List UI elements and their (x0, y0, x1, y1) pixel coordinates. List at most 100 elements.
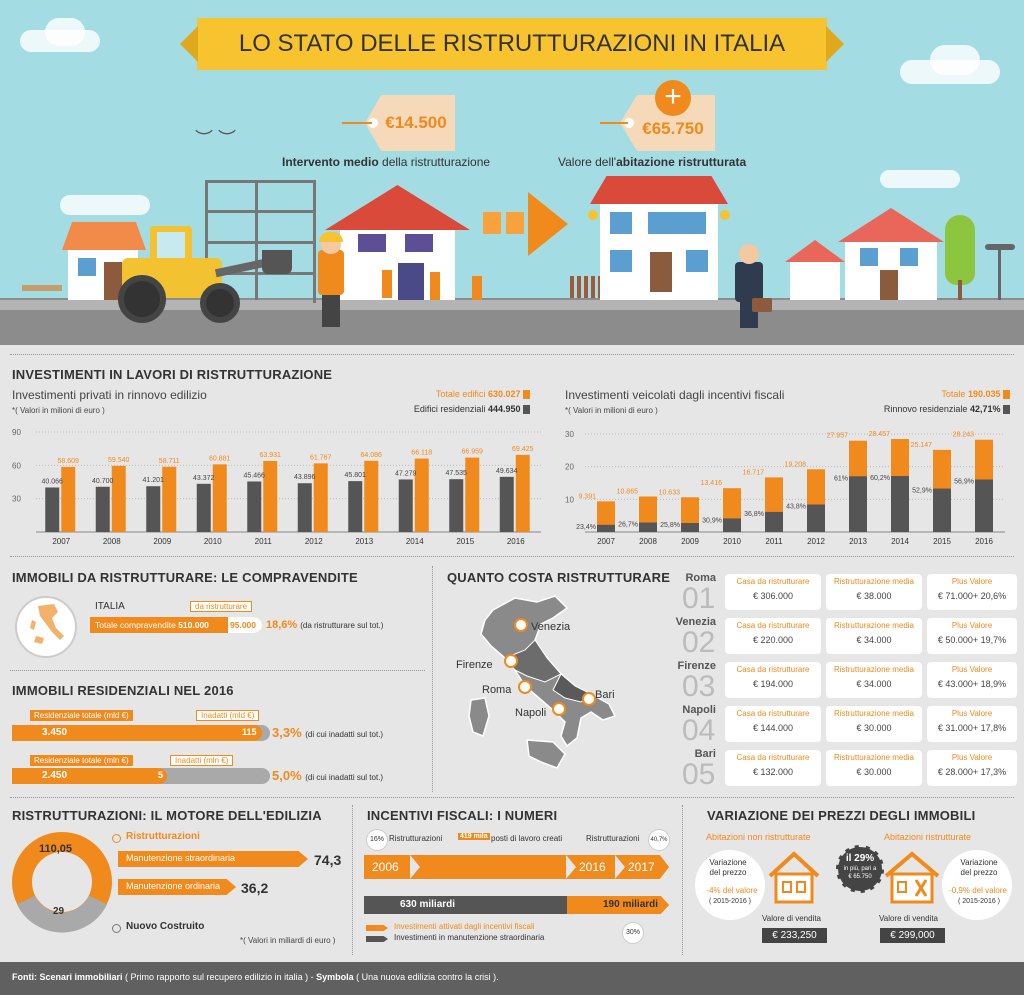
bar-label-totale: 19.208 (785, 461, 807, 468)
tag-caption-intervento: Intervento medio della ristrutturazione (282, 155, 491, 169)
map-marker-napoli (552, 702, 566, 716)
separator-vertical (352, 805, 353, 955)
col-label: Ristrutturazione media (833, 665, 915, 674)
bar-label-totale: 61.767 (310, 454, 332, 461)
bar-manutenzione-ordinaria-label: Manutenzione ordinaria (126, 881, 221, 891)
timeline-2016: 2016 (579, 860, 606, 874)
bar-label-residenziali: 45.466 (244, 472, 266, 479)
bulldozer-wheel (118, 275, 166, 323)
price-tag-hole (368, 118, 378, 128)
city-box-plusvalore: Plus Valore € 28.000+ 17,3% (927, 750, 1017, 786)
bar-190-label: 190 miliardi (603, 899, 659, 910)
x-tick-label: 2014 (891, 537, 909, 546)
bulldozer-window (157, 232, 185, 258)
x-tick-label: 2012 (305, 537, 323, 546)
col-value: € 50.000+ 19,7% (937, 635, 1007, 645)
house-main-door (398, 263, 424, 300)
timeline-2017: 2017 (628, 860, 655, 874)
legend-manutenzione: Investimenti in manutenzione straordinar… (394, 933, 545, 942)
compravendite-bar-sub (228, 617, 262, 633)
city-number: 05 (682, 758, 716, 791)
separator (10, 354, 1014, 355)
col-label: Ristrutturazione media (833, 577, 915, 586)
badge-29 (836, 845, 884, 893)
incentivi-t3: Ristrutturazioni (586, 834, 640, 843)
italy-small-icon (30, 604, 64, 644)
map-label-venezia: Venezia (531, 621, 571, 633)
lamp-icon (720, 210, 730, 220)
city-box-ristrutturazione: Ristrutturazione media € 34.000 (826, 618, 922, 654)
city-box-casa: Casa da ristrutturare € 220.000 (725, 618, 821, 654)
y-tick-label: 20 (565, 463, 574, 472)
col-value: € 28.000+ 17,3% (937, 767, 1007, 777)
city-box-ristrutturazione: Ristrutturazione media € 34.000 (826, 662, 922, 698)
birds-icon: ︶ ︶ (195, 129, 237, 149)
section-title-investimenti: INVESTIMENTI IN LAVORI DI RISTRUTTURAZIO… (12, 367, 333, 382)
bar-totale (162, 466, 177, 532)
bar-totale (414, 458, 429, 532)
bar-manutenzione-ordinaria-value: 36,2 (241, 880, 269, 896)
x-tick-label: 2010 (723, 537, 741, 546)
bar-label-totale: 10.633 (659, 489, 681, 496)
col-label: Casa da ristrutturare (736, 577, 810, 586)
worker (318, 250, 344, 295)
briefcase-icon (752, 298, 772, 312)
bar-totale (465, 457, 480, 532)
legend-dot (112, 834, 121, 843)
x-tick-label: 2011 (765, 537, 783, 546)
tag-caption-abitazione: Valore dell'abitazione ristrutturata (558, 155, 747, 169)
bar-label-totale: 13.416 (701, 480, 723, 487)
city-box-ristrutturazione: Ristrutturazione media € 30.000 (826, 750, 922, 786)
x-tick-label: 2009 (153, 537, 171, 546)
map-marker-firenze (504, 654, 518, 668)
var-b-1: Variazione (960, 858, 998, 867)
house-right-window (900, 248, 918, 266)
donut-bottom-value: 29 (53, 906, 65, 917)
timeline-divider (615, 855, 625, 879)
bar-190 (567, 896, 669, 914)
bar-rinnovo-residenziale (975, 479, 993, 532)
left-chart-subtitle: Investimenti privati in rinnovo edilizio (12, 388, 207, 402)
scaffold (205, 180, 316, 303)
bar-label-percent: 56,9% (954, 479, 974, 486)
bar-label-residenziali: 49.634 (496, 468, 518, 475)
legend-incentivi: Investimenti attivati dagli incentivi fi… (394, 922, 535, 931)
bar-rinnovo-residenziale (849, 476, 867, 532)
res1-bar-fill (12, 725, 262, 741)
right-chart-note: *( Valori in milioni di euro ) (565, 406, 658, 415)
badge-40: 40,7% (648, 829, 670, 851)
bar-residenziali (45, 487, 60, 532)
separator-vertical (432, 566, 433, 792)
city-number: 04 (682, 714, 716, 747)
bar-label-totale: 60.881 (209, 455, 231, 462)
map-marker-roma (518, 680, 532, 694)
bar-label-totale: 58.609 (58, 458, 80, 465)
bar-totale (263, 460, 278, 532)
city-box-plusvalore: Plus Valore € 43.000+ 18,9% (927, 662, 1017, 698)
badge-30: 30% (622, 922, 644, 944)
res2-tag: Residenziale totale (mln €) (30, 755, 133, 766)
city-box-casa: Casa da ristrutturare € 306.000 (725, 574, 821, 610)
col-value: € 31.000+ 17,8% (937, 723, 1007, 733)
bar-label-percent: 30,9% (702, 517, 722, 524)
bar-label-percent: 61% (834, 475, 848, 482)
legend-nuovo-costruito: Nuovo Costruito (126, 921, 205, 932)
page-title: LO STATO DELLE RISTRUTTURAZIONI IN ITALI… (238, 30, 786, 57)
bar-rinnovo-residenziale (723, 518, 741, 532)
x-tick-label: 2011 (255, 537, 273, 546)
house-renovated-window (648, 212, 706, 234)
house-right-door (880, 270, 898, 300)
bar-totale (515, 454, 530, 532)
res1-pct: 3,3% (di cui inadatti sul tot.) (272, 725, 384, 740)
bar-rinnovo-residenziale (681, 523, 699, 532)
col-label: Plus Valore (951, 709, 993, 718)
timeline-divider (410, 855, 420, 879)
separator (10, 670, 425, 671)
price-tag-value: €65.750 (642, 119, 704, 138)
header-illustration: LO STATO DELLE RISTRUTTURAZIONI IN ITALI… (0, 0, 1024, 345)
lamp-icon (588, 210, 598, 220)
bar-label-percent: 23,4% (576, 524, 596, 531)
right-legend-totale: Totale 190.035 (880, 389, 1010, 400)
vendita-a-price: € 233,250 (762, 928, 827, 943)
res2-value: 2.450 (42, 770, 68, 781)
